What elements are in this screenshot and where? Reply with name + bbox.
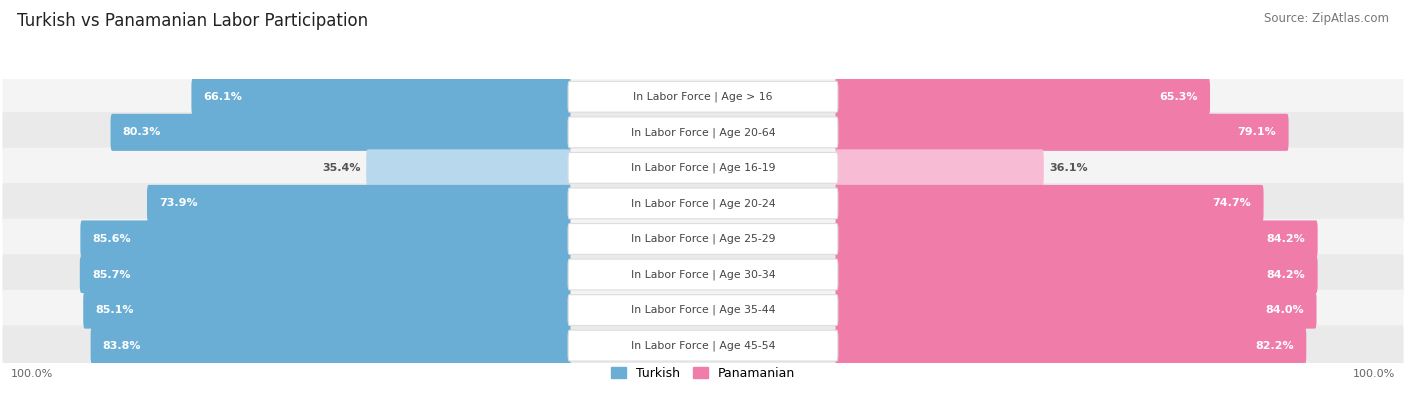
Text: Source: ZipAtlas.com: Source: ZipAtlas.com (1264, 12, 1389, 25)
FancyBboxPatch shape (568, 81, 838, 112)
Text: 83.8%: 83.8% (103, 340, 141, 351)
Text: 80.3%: 80.3% (122, 127, 162, 137)
FancyBboxPatch shape (835, 78, 1211, 115)
Text: 35.4%: 35.4% (322, 163, 361, 173)
FancyBboxPatch shape (568, 152, 838, 183)
Text: 85.7%: 85.7% (91, 269, 131, 280)
Text: 73.9%: 73.9% (159, 198, 198, 209)
FancyBboxPatch shape (366, 149, 571, 186)
FancyBboxPatch shape (835, 327, 1306, 364)
FancyBboxPatch shape (835, 220, 1317, 258)
Text: Turkish vs Panamanian Labor Participation: Turkish vs Panamanian Labor Participatio… (17, 12, 368, 30)
Text: 84.0%: 84.0% (1265, 305, 1305, 315)
FancyBboxPatch shape (835, 114, 1289, 151)
Text: In Labor Force | Age 16-19: In Labor Force | Age 16-19 (631, 163, 775, 173)
Text: In Labor Force | Age 35-44: In Labor Force | Age 35-44 (631, 305, 775, 315)
FancyBboxPatch shape (90, 327, 571, 364)
FancyBboxPatch shape (3, 112, 1403, 152)
Text: 66.1%: 66.1% (204, 92, 242, 102)
FancyBboxPatch shape (568, 295, 838, 325)
Text: 74.7%: 74.7% (1212, 198, 1251, 209)
FancyBboxPatch shape (3, 325, 1403, 366)
FancyBboxPatch shape (3, 254, 1403, 295)
Text: In Labor Force | Age 20-64: In Labor Force | Age 20-64 (631, 127, 775, 137)
Text: 36.1%: 36.1% (1049, 163, 1088, 173)
FancyBboxPatch shape (148, 185, 571, 222)
FancyBboxPatch shape (3, 77, 1403, 117)
FancyBboxPatch shape (111, 114, 571, 151)
Text: 100.0%: 100.0% (11, 369, 53, 379)
Text: In Labor Force | Age 45-54: In Labor Force | Age 45-54 (631, 340, 775, 351)
FancyBboxPatch shape (568, 224, 838, 254)
FancyBboxPatch shape (835, 292, 1316, 329)
Text: 84.2%: 84.2% (1267, 234, 1306, 244)
FancyBboxPatch shape (568, 259, 838, 290)
Text: 79.1%: 79.1% (1237, 127, 1277, 137)
FancyBboxPatch shape (568, 188, 838, 219)
FancyBboxPatch shape (3, 183, 1403, 224)
FancyBboxPatch shape (568, 330, 838, 361)
FancyBboxPatch shape (835, 185, 1264, 222)
Text: 84.2%: 84.2% (1267, 269, 1306, 280)
FancyBboxPatch shape (191, 78, 571, 115)
Text: 65.3%: 65.3% (1160, 92, 1198, 102)
FancyBboxPatch shape (835, 149, 1043, 186)
Text: 85.6%: 85.6% (93, 234, 131, 244)
FancyBboxPatch shape (3, 148, 1403, 188)
Legend: Turkish, Panamanian: Turkish, Panamanian (606, 362, 800, 385)
FancyBboxPatch shape (3, 290, 1403, 330)
Text: In Labor Force | Age 30-34: In Labor Force | Age 30-34 (631, 269, 775, 280)
FancyBboxPatch shape (835, 256, 1317, 293)
FancyBboxPatch shape (80, 256, 571, 293)
Text: In Labor Force | Age 20-24: In Labor Force | Age 20-24 (631, 198, 775, 209)
Text: 82.2%: 82.2% (1256, 340, 1294, 351)
FancyBboxPatch shape (83, 292, 571, 329)
FancyBboxPatch shape (3, 219, 1403, 259)
Text: 100.0%: 100.0% (1353, 369, 1396, 379)
Text: In Labor Force | Age 25-29: In Labor Force | Age 25-29 (631, 234, 775, 244)
Text: 85.1%: 85.1% (96, 305, 134, 315)
FancyBboxPatch shape (568, 117, 838, 148)
FancyBboxPatch shape (80, 220, 571, 258)
Text: In Labor Force | Age > 16: In Labor Force | Age > 16 (633, 92, 773, 102)
